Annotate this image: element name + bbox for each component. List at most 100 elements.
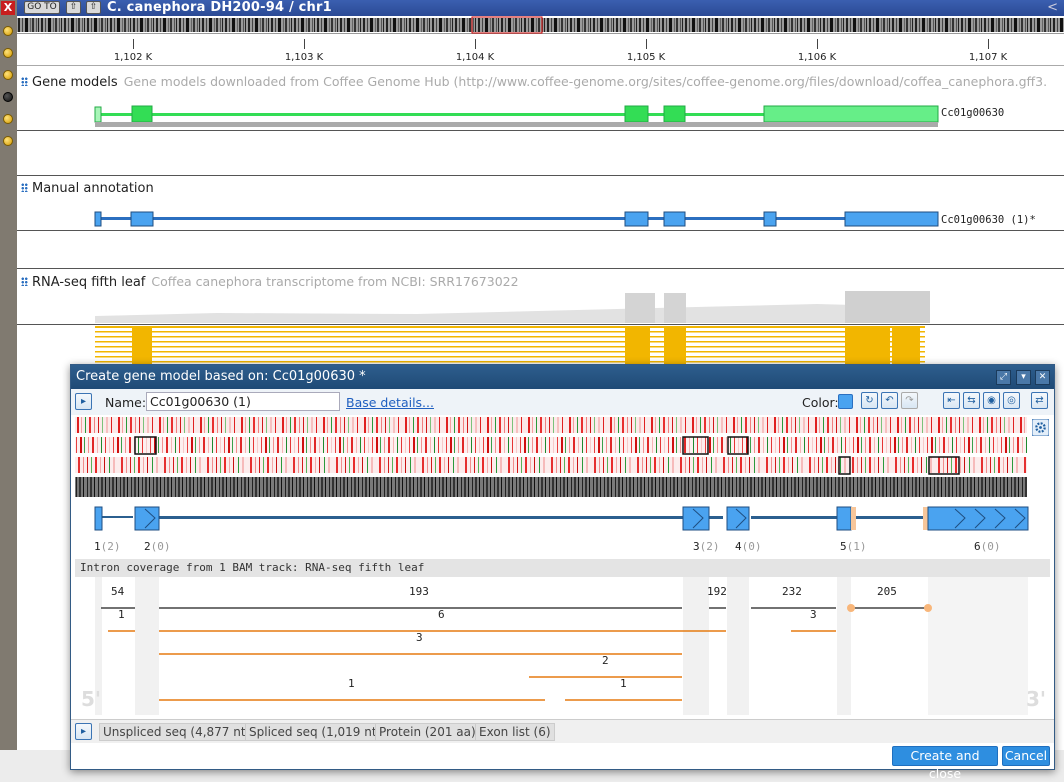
- track-label-manual-annotation[interactable]: Manual annotation: [21, 181, 154, 196]
- intron-count: 1: [118, 608, 125, 621]
- page-title: C. canephora DH200-94 / chr1: [107, 0, 332, 15]
- ruler-tick-label: 1,107 K: [968, 52, 1008, 63]
- track-divider: [17, 268, 1064, 269]
- track-name: Gene models: [32, 75, 118, 90]
- gene-model-editor[interactable]: 1(2) 2(0) 3(2) 4(0) 5(1) 6(0): [75, 501, 1050, 557]
- feature-label[interactable]: Cc01g00630 (1)*: [941, 214, 1036, 226]
- exon-label: 5(1): [840, 540, 867, 553]
- ruler-tick: [475, 39, 476, 49]
- align-left-icon[interactable]: ⇤: [943, 392, 960, 409]
- exon-label: 6(0): [974, 540, 1001, 553]
- frame-heatmap[interactable]: [75, 417, 1027, 499]
- name-label: Name:: [105, 395, 147, 410]
- chromosome-band: [17, 16, 1064, 34]
- create-gene-model-dialog: Create gene model based on: Cc01g00630 *…: [70, 364, 1055, 781]
- swap-icon[interactable]: ⇄: [1031, 392, 1048, 409]
- ruler-tick-label: 1,105 K: [626, 52, 666, 63]
- maximize-icon[interactable]: ⤢: [996, 370, 1011, 385]
- name-input[interactable]: [146, 392, 340, 411]
- manual-annotation-feature[interactable]: [17, 206, 1064, 232]
- track-toggle-icon[interactable]: [3, 114, 13, 124]
- ruler-tick-label: 1,106 K: [797, 52, 837, 63]
- ruler-tick: [988, 39, 989, 49]
- intron-coverage-header: Intron coverage from 1 BAM track: RNA-se…: [75, 559, 1050, 577]
- track-toggle-icon[interactable]: [3, 48, 13, 58]
- visibility-icon[interactable]: ◉: [983, 392, 1000, 409]
- ruler-tick: [133, 39, 134, 49]
- exon-label: 3(2): [693, 540, 720, 553]
- close-icon[interactable]: ✕: [1035, 370, 1050, 385]
- expand-icon[interactable]: ▸: [75, 723, 92, 740]
- ruler-tick-label: 1,103 K: [284, 52, 324, 63]
- close-icon[interactable]: X: [1, 1, 15, 15]
- create-and-close-button[interactable]: Create and close: [892, 746, 998, 781]
- exon-label: 2(0): [144, 540, 171, 553]
- sequence-tabs: ▸ Unspliced seq (4,877 nt) Spliced seq (…: [71, 719, 1054, 743]
- undo-icon[interactable]: ↶: [881, 392, 898, 409]
- coordinate-ruler[interactable]: 1,102 K 1,103 K 1,104 K 1,105 K 1,106 K …: [17, 34, 1064, 66]
- track-toggle-icon[interactable]: [3, 136, 13, 146]
- exon-label: 4(0): [735, 540, 762, 553]
- track-label-gene-models[interactable]: Gene models Gene models downloaded from C…: [21, 74, 1047, 90]
- drag-handle-icon[interactable]: [21, 183, 28, 192]
- drag-handle-icon[interactable]: [21, 77, 28, 86]
- track-toggle-icon[interactable]: [3, 92, 13, 102]
- dialog-toolbar: ▸ Name: Base details... Color: ↻ ↶ ↷ ⇤ ⇆…: [71, 389, 1054, 415]
- track-divider: [17, 175, 1064, 176]
- intron-coverage-plot: [95, 577, 1028, 715]
- intron-count: 192: [707, 585, 727, 598]
- chevron-down-icon[interactable]: ▾: [1016, 370, 1031, 385]
- intron-count: 2: [602, 654, 609, 667]
- expand-icon[interactable]: ▸: [75, 393, 92, 410]
- ruler-tick-label: 1,102 K: [113, 52, 153, 63]
- cancel-button[interactable]: Cancel: [1002, 746, 1050, 766]
- intron-count: 1: [348, 677, 355, 690]
- upload-icon[interactable]: ⇧: [66, 1, 81, 14]
- redo-icon[interactable]: ↷: [901, 392, 918, 409]
- ruler-tick-label: 1,104 K: [455, 52, 495, 63]
- intron-count: 6: [438, 608, 445, 621]
- goto-button[interactable]: GO TO: [24, 1, 60, 14]
- drag-handle-icon[interactable]: [21, 277, 28, 286]
- color-picker[interactable]: [838, 394, 853, 409]
- feature-label[interactable]: Cc01g00630: [941, 107, 1005, 119]
- track-description: Coffea canephora transcriptome from NCBI…: [151, 274, 519, 289]
- reset-icon[interactable]: ↻: [861, 392, 878, 409]
- intron-count: 205: [877, 585, 897, 598]
- tab-spliced-seq[interactable]: Spliced seq (1,019 nt): [245, 723, 386, 741]
- gene-model-structure[interactable]: [75, 501, 1050, 557]
- tab-unspliced-seq[interactable]: Unspliced seq (4,877 nt): [99, 723, 255, 741]
- track-toggle-icon[interactable]: [3, 26, 13, 36]
- intron-count: 232: [782, 585, 802, 598]
- visibility-toggle-icon[interactable]: ◎: [1003, 392, 1020, 409]
- color-label: Color:: [802, 395, 839, 410]
- dialog-footer: Create and close Cancel: [71, 743, 1054, 781]
- track-divider: [17, 230, 1064, 231]
- collapse-button[interactable]: <: [1047, 0, 1058, 15]
- five-prime-label: 5': [81, 687, 102, 711]
- tab-protein[interactable]: Protein (201 aa): [375, 723, 480, 741]
- track-name: RNA-seq fifth leaf: [32, 275, 146, 290]
- track-description: Gene models downloaded from Coffee Genom…: [123, 74, 1048, 89]
- track-toggle-icon[interactable]: [3, 70, 13, 80]
- track-name: Manual annotation: [32, 181, 154, 196]
- chromosome-overview[interactable]: [17, 16, 1064, 34]
- dialog-title[interactable]: Create gene model based on: Cc01g00630 *: [71, 365, 1054, 389]
- intron-count: 3: [810, 608, 817, 621]
- tab-exon-list[interactable]: Exon list (6): [475, 723, 555, 741]
- intron-count: 1: [620, 677, 627, 690]
- intron-count: 193: [409, 585, 429, 598]
- base-details-link[interactable]: Base details...: [346, 395, 434, 410]
- ruler-tick: [817, 39, 818, 49]
- track-label-rnaseq[interactable]: RNA-seq fifth leaf Coffea canephora trans…: [21, 274, 519, 290]
- three-prime-label: 3': [1026, 687, 1047, 711]
- align-both-icon[interactable]: ⇆: [963, 392, 980, 409]
- gene-model-feature[interactable]: [17, 100, 1064, 130]
- intron-coverage[interactable]: 54 193 192 232 205 1 6 3 3 2 1 1 5' 3': [75, 577, 1050, 717]
- browser-titlebar: GO TO ⇧ ⇧ C. canephora DH200-94 / chr1 <: [17, 0, 1064, 16]
- rnaseq-coverage[interactable]: [17, 291, 1064, 366]
- upload-icon[interactable]: ⇧: [86, 1, 101, 14]
- ruler-tick: [304, 39, 305, 49]
- gear-icon[interactable]: [1032, 419, 1049, 436]
